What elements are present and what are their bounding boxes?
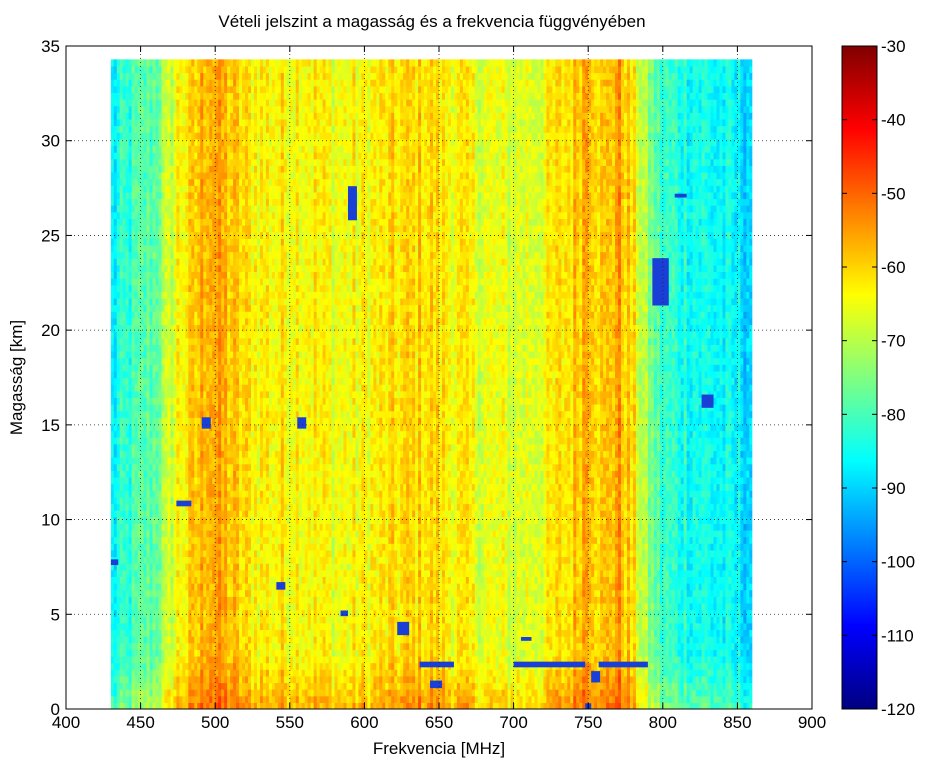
x-tick-label: 600 [350, 713, 378, 732]
chart-title: Vételi jelszint a magasság és a frekvenc… [218, 12, 645, 31]
y-tick-label: 35 [41, 37, 60, 56]
colorbar-tick-label: -80 [881, 405, 906, 424]
y-tick-label: 15 [41, 416, 60, 435]
y-axis-label: Magasság [km] [7, 320, 26, 435]
x-tick-label: 850 [723, 713, 751, 732]
x-tick-label: 650 [425, 713, 453, 732]
dropout-patch [340, 610, 348, 617]
x-axis: 400 450 500 550 600 650 700 750 800 850 900 [52, 46, 826, 732]
x-tick-label: 800 [649, 713, 677, 732]
dropout-patch [397, 621, 410, 636]
heatmap-area [110, 59, 753, 709]
dropout-patch [176, 500, 192, 507]
dropout-patch [110, 559, 119, 566]
y-tick-label: 0 [51, 700, 60, 719]
y-tick-label: 5 [51, 605, 60, 624]
dropout-patch [513, 661, 586, 668]
y-tick-label: 25 [41, 226, 60, 245]
x-tick-label: 700 [499, 713, 527, 732]
colorbar-gradient [841, 45, 878, 710]
dropout-patch [430, 680, 442, 689]
grid [66, 46, 812, 709]
colorbar-tick-label: -30 [881, 37, 906, 56]
colorbar-tick-label: -110 [881, 626, 914, 645]
x-axis-label: Frekvencia [MHz] [373, 739, 505, 758]
x-tick-label: 750 [574, 713, 602, 732]
colorbar-tick-label: -40 [881, 111, 906, 130]
colorbar: -30 -40 -50 -60 -70 -80 -90 -100 -110 -120 [841, 37, 915, 719]
x-tick-label: 450 [126, 713, 154, 732]
x-tick-label: 550 [276, 713, 304, 732]
dropout-patch [347, 186, 357, 221]
dropout-patch [276, 582, 286, 590]
colorbar-tick-label: -70 [881, 332, 906, 351]
colorbar-tick-label: -90 [881, 479, 906, 498]
dropout-patch [652, 258, 669, 306]
colorbar-tick-label: -120 [881, 700, 915, 719]
colorbar-tick-label: -100 [881, 553, 915, 572]
dropout-patch [674, 193, 687, 198]
colorbar-tick-label: -50 [881, 184, 906, 203]
colorbar-tick-label: -60 [881, 258, 906, 277]
dropout-patch [521, 637, 532, 641]
y-tick-label: 20 [41, 321, 60, 340]
dropout-patch [598, 661, 648, 668]
dropout-patch [297, 417, 307, 429]
dropout-patch [201, 417, 211, 429]
x-tick-label: 900 [798, 713, 826, 732]
dropout-patch [591, 671, 601, 683]
dropout-patch [701, 394, 714, 408]
x-tick-label: 500 [201, 713, 229, 732]
x-tick-label: 400 [52, 713, 80, 732]
y-tick-label: 10 [41, 511, 60, 530]
dropout-patch [419, 661, 454, 668]
y-tick-label: 30 [41, 132, 60, 151]
y-axis: 0 5 10 15 20 25 30 35 [41, 37, 812, 719]
